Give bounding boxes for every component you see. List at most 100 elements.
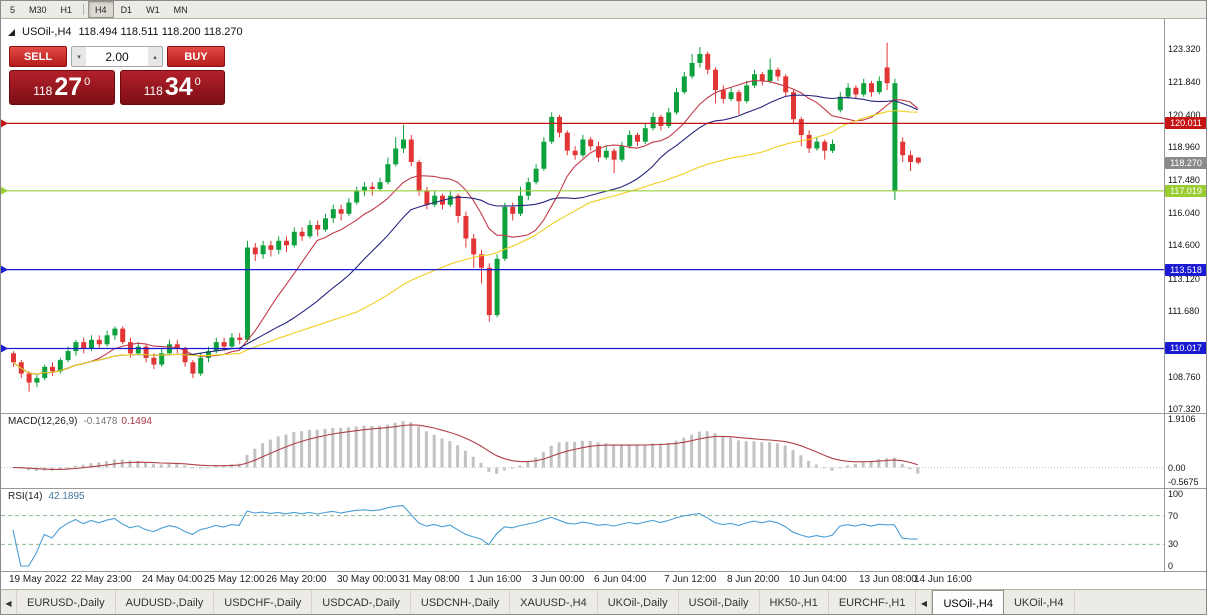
volume-input[interactable]: 2.00 — [105, 49, 129, 64]
rsi-chart[interactable] — [1, 490, 1164, 571]
time-label: 31 May 08:00 — [399, 574, 460, 585]
price-tick-label: 108.760 — [1168, 372, 1201, 382]
macd-name: MACD(12,26,9) — [8, 416, 78, 427]
chart-tabs-bar: ◀ EURUSD-,Daily AUDUSD-,Daily USDCHF-,Daily… — [1, 589, 1206, 614]
time-label: 13 Jun 08:00 — [859, 574, 917, 585]
timeframe-button-h4[interactable]: H4 — [88, 1, 114, 18]
macd-axis-label: 0.00 — [1168, 463, 1186, 473]
time-label: 30 May 00:00 — [337, 574, 398, 585]
axis-border — [1164, 19, 1165, 571]
tab-scroll-left-icon[interactable]: ◀ — [1, 590, 17, 614]
sell-price-display[interactable]: 118 27 0 — [9, 70, 115, 105]
time-label: 26 May 20:00 — [266, 574, 327, 585]
chart-tab-ukoil-daily[interactable]: UKOil-,Daily — [598, 590, 679, 614]
rsi-value: 42.1895 — [48, 491, 85, 502]
price-tick-label: 118.960 — [1168, 142, 1200, 152]
buy-price-pips: 34 — [164, 73, 193, 101]
toolbar-separator — [83, 4, 85, 15]
chart-tab-hk50-h1[interactable]: HK50-,H1 — [760, 590, 829, 614]
candlestick-chart[interactable] — [1, 19, 1164, 413]
time-label: 7 Jun 12:00 — [664, 574, 717, 585]
time-label: 24 May 04:00 — [142, 574, 203, 585]
price-line-badge: 113.518 — [1165, 264, 1206, 276]
oneclick-trade-panel: SELL ▾ 2.00 ▴ BUY 118 27 0 118 34 0 — [9, 46, 225, 105]
chart-tab-usoil-daily[interactable]: USOil-,Daily — [679, 590, 760, 614]
time-label: 22 May 23:00 — [71, 574, 132, 585]
time-axis[interactable]: 19 May 2022 22 May 23:00 24 May 04:00 25 Ma… — [1, 572, 1206, 589]
buy-price-point: 0 — [194, 76, 201, 88]
timeframe-button-m30[interactable]: M30 — [29, 4, 47, 15]
price-tick-label: 120.400 — [1168, 110, 1201, 120]
panel-splitter[interactable] — [1, 413, 1206, 414]
chart-tab-usdchf-daily[interactable]: USDCHF-,Daily — [214, 590, 313, 614]
price-tick-label: 107.320 — [1168, 404, 1201, 414]
panel-splitter — [1, 571, 1206, 572]
price-line-badge: 120.011 — [1165, 117, 1206, 129]
volume-decrease-button[interactable]: ▾ — [72, 47, 86, 66]
rsi-axis-label: 70 — [1168, 511, 1179, 521]
time-label: 25 May 12:00 — [204, 574, 265, 585]
price-line-badge: 110.017 — [1165, 342, 1206, 354]
timeframe-button-h1[interactable]: H1 — [60, 4, 73, 15]
price-tick-label: 117.480 — [1168, 175, 1200, 185]
timeframe-toolbar: 5 M30 H1 H4 D1 W1 MN — [1, 1, 1206, 19]
price-tick-label: 114.600 — [1168, 240, 1200, 250]
rsi-axis-label: 30 — [1168, 539, 1179, 549]
price-chart-panel[interactable]: USOil-,H4 118.494 118.511 118.200 118.27… — [1, 19, 1164, 413]
buy-button[interactable]: BUY — [167, 46, 225, 67]
volume-stepper: ▾ 2.00 ▴ — [71, 46, 163, 67]
chart-tab-xauusd-h4[interactable]: XAUUSD-,H4 — [510, 590, 598, 614]
sell-price-point: 0 — [84, 76, 91, 88]
chart-tab-usdcad-daily[interactable]: USDCAD-,Daily — [312, 590, 411, 614]
macd-panel[interactable]: MACD(12,26,9) -0.1478 0.1494 — [1, 414, 1164, 488]
buy-price-main: 118 — [143, 84, 163, 98]
macd-main-value: -0.1478 — [83, 416, 118, 427]
chart-ohlc-values: 118.494 118.511 118.200 118.270 — [78, 26, 243, 38]
time-label: 8 Jun 20:00 — [727, 574, 780, 585]
chart-tab-eurusd-daily[interactable]: EURUSD-,Daily — [17, 590, 116, 614]
chart-ohlc-header: USOil-,H4 118.494 118.511 118.200 118.27… — [8, 26, 243, 38]
sell-price-main: 118 — [33, 84, 53, 98]
rsi-axis-label: 0 — [1168, 561, 1174, 571]
sell-button[interactable]: SELL — [9, 46, 67, 67]
rsi-name: RSI(14) — [8, 491, 43, 502]
chart-tab-usoil-h4[interactable]: USOil-,H4 — [932, 590, 1004, 614]
macd-label: MACD(12,26,9) -0.1478 0.1494 — [8, 416, 152, 427]
oneclick-toggle-icon[interactable] — [8, 28, 15, 36]
price-tick-label: 116.040 — [1168, 208, 1200, 218]
buy-price-display[interactable]: 118 34 0 — [119, 70, 225, 105]
time-label: 6 Jun 04:00 — [594, 574, 647, 585]
price-axis[interactable]: 123.320 121.840 120.400 118.960 117.480 116.0… — [1164, 19, 1206, 414]
chart-tab-eurchf-h1[interactable]: EURCHF-,H1 — [829, 590, 917, 614]
time-label: 3 Jun 00:00 — [532, 574, 585, 585]
chart-symbol-label: USOil-,H4 — [22, 26, 72, 38]
time-label: 14 Jun 16:00 — [914, 574, 972, 585]
rsi-axis-label: 100 — [1168, 489, 1184, 499]
timeframe-button-w1[interactable]: W1 — [146, 4, 160, 15]
macd-axis-label: 1.9106 — [1168, 414, 1196, 424]
chart-tab-usdcnh-daily[interactable]: USDCNH-,Daily — [411, 590, 511, 614]
time-label: 19 May 2022 — [9, 574, 67, 585]
rsi-line — [12, 505, 918, 567]
price-tick-label: 113.120 — [1168, 274, 1200, 284]
volume-increase-button[interactable]: ▴ — [148, 47, 162, 66]
macd-chart[interactable] — [1, 415, 1164, 488]
rsi-panel[interactable]: RSI(14) 42.1895 — [1, 489, 1164, 571]
tab-scroll-icon[interactable]: ◀ — [916, 590, 933, 614]
moving-averages-layer — [12, 79, 919, 375]
price-tick-label: 123.320 — [1168, 44, 1201, 54]
panel-splitter[interactable] — [1, 488, 1206, 489]
timeframe-button-d1[interactable]: D1 — [120, 4, 133, 15]
macd-signal-line — [12, 424, 918, 470]
price-line-badge: 117.019 — [1165, 185, 1206, 197]
timeframe-button-5[interactable]: 5 — [10, 4, 16, 15]
chart-tab-audusd-daily[interactable]: AUDUSD-,Daily — [116, 590, 215, 614]
macd-axis-label: -0.5675 — [1168, 477, 1199, 487]
timeframe-button-mn[interactable]: MN — [173, 4, 188, 15]
rsi-label: RSI(14) 42.1895 — [8, 491, 85, 502]
time-label: 10 Jun 04:00 — [789, 574, 847, 585]
macd-signal-value: 0.1494 — [121, 416, 152, 427]
macd-histogram — [11, 421, 920, 474]
chart-tab-ukoil-h4[interactable]: UKOil-,H4 — [1004, 590, 1075, 614]
